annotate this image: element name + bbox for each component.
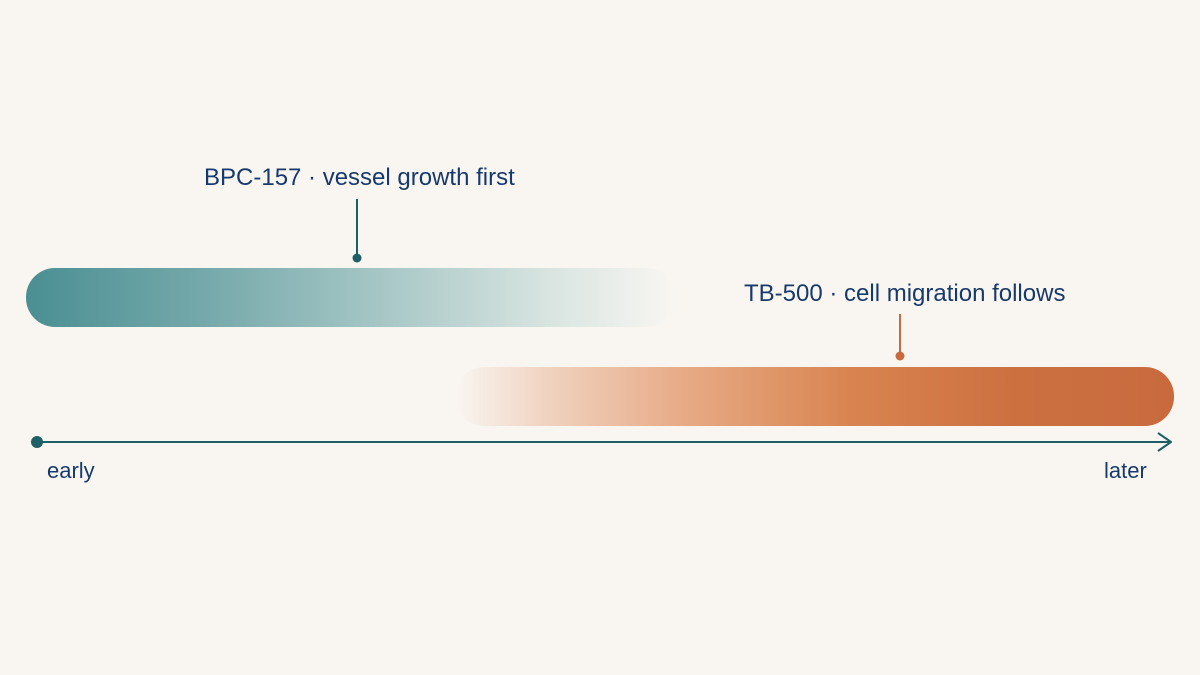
bpc-157-phase-bar — [26, 268, 676, 327]
tb-500-marker-dot — [895, 351, 905, 361]
axis-end-label: later — [1104, 458, 1147, 483]
axis-start-label: early — [47, 458, 95, 483]
arrow-right-icon — [1157, 432, 1172, 452]
tb-500-label: TB-500 · cell migration follows — [744, 280, 1066, 307]
tb-500-phase-bar — [455, 367, 1174, 426]
bpc-157-label: BPC-157 · vessel growth first — [204, 164, 515, 191]
bpc-157-marker-dot — [352, 253, 362, 263]
time-axis-start-dot — [31, 436, 43, 448]
